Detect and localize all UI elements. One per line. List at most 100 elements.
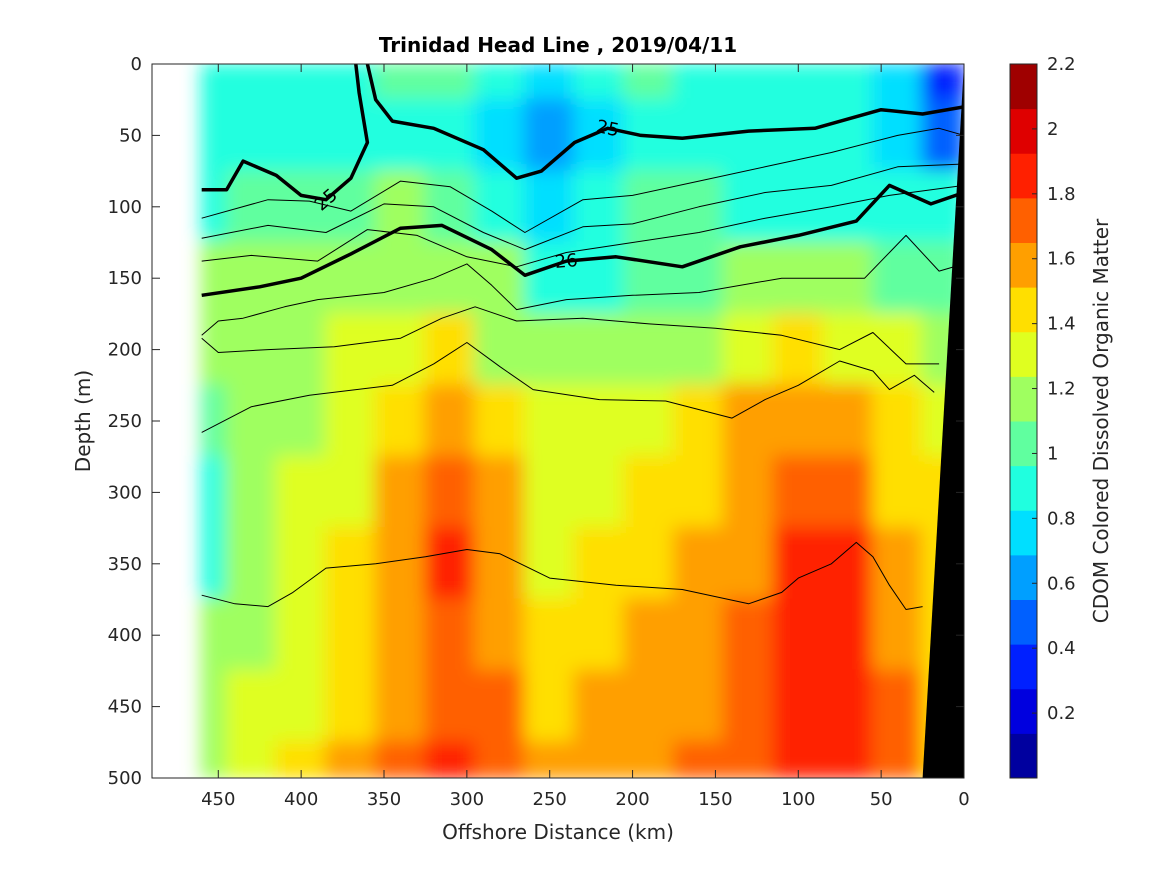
heatmap-cell	[474, 170, 526, 244]
heatmap-cell	[225, 98, 278, 173]
heatmap-cell	[474, 98, 526, 173]
heatmap-cell	[623, 170, 675, 244]
colorbar-swatch	[1010, 554, 1037, 600]
heatmap-cell	[822, 455, 874, 530]
heatmap-cell	[325, 98, 377, 173]
contour-layer	[201, 64, 964, 610]
heatmap-cell	[374, 669, 427, 744]
heatmap-cell	[374, 312, 427, 387]
heatmap-cell	[225, 455, 278, 530]
heatmap-cell	[325, 598, 377, 672]
heatmap-cell	[822, 669, 874, 744]
heatmap-cell	[523, 312, 576, 387]
heatmap-cell	[921, 64, 964, 101]
heatmap-cell	[772, 527, 825, 601]
heatmap-cell	[573, 98, 626, 173]
heatmap-cell	[523, 598, 576, 672]
heatmap-cell	[374, 455, 427, 530]
colorbar-swatch	[1010, 242, 1037, 288]
heatmap-cell	[871, 669, 924, 744]
y-axis: 0 50 100 150 200 250 300 350 400 450 500	[108, 54, 964, 789]
y-tick-label: 500	[108, 768, 142, 789]
heatmap-cell	[673, 312, 725, 387]
heatmap-cell	[722, 598, 775, 672]
heatmap-cell	[225, 64, 278, 101]
heatmap-cell	[772, 455, 825, 530]
heatmap-cell	[871, 384, 924, 458]
y-tick-label: 350	[108, 554, 142, 575]
heatmap-cell	[424, 384, 477, 458]
heatmap-cell	[424, 527, 477, 601]
heatmap-cell	[474, 64, 526, 101]
heatmap-cell	[523, 170, 576, 244]
heatmap-cell	[673, 598, 725, 672]
heatmap-cell	[871, 170, 924, 244]
heatmap-cell	[673, 384, 725, 458]
colorbar-swatch	[1010, 421, 1037, 467]
heatmap-cell	[325, 527, 377, 601]
heatmap-cell	[200, 741, 228, 778]
contour-line	[201, 306, 940, 365]
heatmap-cell	[573, 669, 626, 744]
heatmap-cell	[623, 64, 675, 101]
colorbar: 0.2 0.4 0.6 0.8 1 1.2 1.4 1.6 1.8 2 2.2	[1009, 54, 1076, 779]
contour-line	[201, 541, 923, 610]
heatmap-cell	[623, 741, 675, 778]
colorbar-tick-label: 0.6	[1047, 573, 1076, 594]
heatmap-cell	[424, 741, 477, 778]
colorbar-swatch	[1010, 64, 1037, 110]
heatmap-cell	[772, 384, 825, 458]
heatmap-cell	[523, 98, 576, 173]
y-tick-label: 200	[108, 340, 142, 361]
heatmap-cell	[325, 312, 377, 387]
heatmap-cell	[325, 741, 377, 778]
colorbar-swatch	[1010, 688, 1037, 734]
heatmap-cell	[772, 669, 825, 744]
heatmap-cell	[623, 241, 675, 315]
y-tick-label: 250	[108, 411, 142, 432]
colorbar-swatch	[1010, 733, 1037, 779]
y-tick-label: 100	[108, 197, 142, 218]
heatmap-cell	[325, 384, 377, 458]
heatmap-cell	[325, 669, 377, 744]
colorbar-swatch	[1010, 376, 1037, 422]
seafloor-mask	[922, 64, 964, 778]
heatmap-cell	[822, 741, 874, 778]
x-tick-label: 200	[615, 789, 649, 810]
heatmap-cell	[871, 741, 924, 778]
contour-line	[201, 163, 964, 251]
y-tick-label: 450	[108, 697, 142, 718]
y-tick-label: 300	[108, 482, 142, 503]
heatmap-cell	[225, 669, 278, 744]
heatmap-cell	[673, 455, 725, 530]
heatmap-cell	[871, 598, 924, 672]
x-tick-label: 50	[870, 789, 893, 810]
heatmap-cell	[871, 312, 924, 387]
heatmap-cell	[275, 598, 327, 672]
colorbar-tick-label: 1.4	[1047, 314, 1076, 335]
y-tick-label: 0	[131, 54, 142, 75]
colorbar-swatch	[1010, 331, 1037, 377]
heatmap-cell	[225, 170, 278, 244]
heatmap-cell	[200, 98, 228, 173]
colorbar-swatch	[1010, 644, 1037, 690]
heatmap-cell	[573, 64, 626, 101]
heatmap-cell	[722, 170, 775, 244]
contour-line	[201, 184, 964, 268]
heatmap-cell	[871, 241, 924, 315]
heatmap-cell	[374, 64, 427, 101]
heatmap-cell	[374, 527, 427, 601]
heatmap-cell	[474, 598, 526, 672]
heatmap-cell	[225, 741, 278, 778]
heatmap-cell	[772, 312, 825, 387]
heatmap-cell	[822, 384, 874, 458]
heatmap-cell	[225, 598, 278, 672]
colorbar-tick-label: 0.8	[1047, 508, 1076, 529]
heatmap-cell	[573, 241, 626, 315]
heatmap-cell	[573, 384, 626, 458]
contour-line	[201, 342, 935, 433]
heatmap-cell	[374, 741, 427, 778]
colorbar-swatch	[1010, 287, 1037, 333]
colorbar-tick-label: 1	[1047, 443, 1058, 464]
heatmap-cell	[623, 527, 675, 601]
